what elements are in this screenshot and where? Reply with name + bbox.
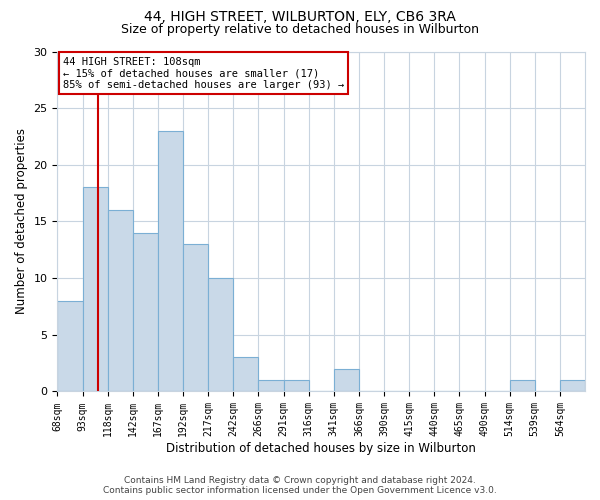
Bar — [334, 369, 359, 392]
Bar — [509, 380, 535, 392]
Bar — [259, 380, 284, 392]
Bar — [83, 188, 107, 392]
Bar — [133, 233, 158, 392]
Y-axis label: Number of detached properties: Number of detached properties — [15, 128, 28, 314]
Text: 44, HIGH STREET, WILBURTON, ELY, CB6 3RA: 44, HIGH STREET, WILBURTON, ELY, CB6 3RA — [144, 10, 456, 24]
Bar — [233, 358, 259, 392]
Bar — [107, 210, 133, 392]
Bar — [183, 244, 208, 392]
X-axis label: Distribution of detached houses by size in Wilburton: Distribution of detached houses by size … — [166, 442, 476, 455]
Bar — [58, 301, 83, 392]
Bar — [208, 278, 233, 392]
Bar — [158, 131, 183, 392]
Bar — [560, 380, 585, 392]
Text: Size of property relative to detached houses in Wilburton: Size of property relative to detached ho… — [121, 22, 479, 36]
Text: Contains HM Land Registry data © Crown copyright and database right 2024.
Contai: Contains HM Land Registry data © Crown c… — [103, 476, 497, 495]
Bar — [284, 380, 308, 392]
Text: 44 HIGH STREET: 108sqm
← 15% of detached houses are smaller (17)
85% of semi-det: 44 HIGH STREET: 108sqm ← 15% of detached… — [62, 56, 344, 90]
